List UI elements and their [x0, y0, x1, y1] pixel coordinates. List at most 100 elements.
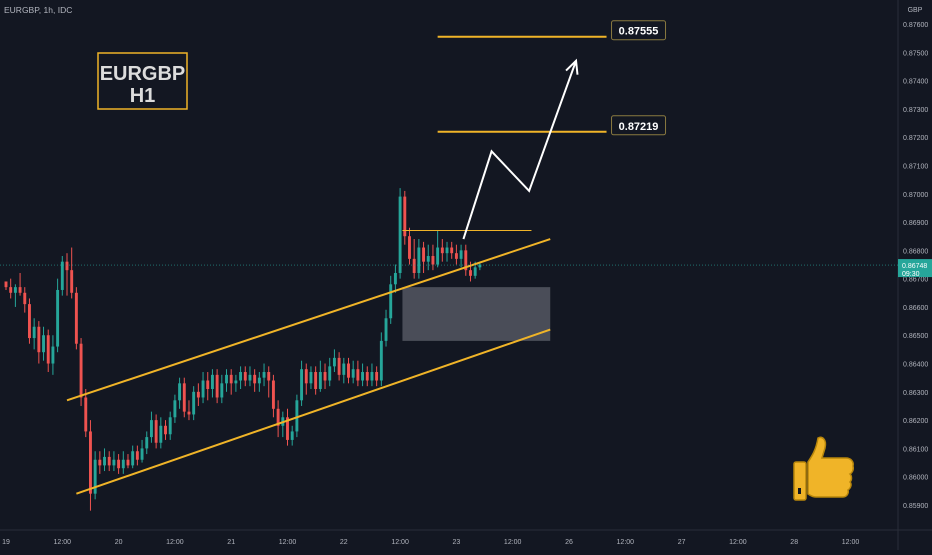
candle	[196, 383, 200, 406]
candle	[314, 366, 318, 395]
target-label: 0.87555	[619, 26, 659, 38]
candle-body	[469, 270, 472, 276]
candle	[384, 309, 388, 347]
candle-body	[79, 343, 83, 398]
candle	[70, 247, 74, 299]
x-tick-label: 12:00	[279, 539, 297, 546]
target-label: 0.87219	[619, 121, 659, 133]
candle-body	[271, 380, 275, 409]
candle-body	[103, 456, 106, 466]
forecast-path	[462, 60, 577, 240]
y-tick-label: 0.87100	[903, 163, 928, 170]
candle-body	[337, 357, 341, 375]
current-price-time: 09:30	[902, 271, 920, 278]
candle-body	[51, 346, 55, 364]
y-tick-label: 0.86900	[903, 220, 928, 227]
candle-body	[309, 372, 313, 384]
candle-body	[149, 420, 153, 438]
candle	[454, 244, 458, 265]
candle-body	[300, 369, 304, 401]
candle	[398, 188, 402, 279]
candle-body	[318, 372, 322, 389]
candle-body	[389, 284, 393, 319]
candle-body	[365, 372, 369, 381]
y-tick-label: 0.86000	[903, 475, 928, 482]
candle	[182, 377, 186, 418]
candle	[257, 372, 261, 392]
candle-body	[196, 391, 200, 398]
candle	[210, 369, 214, 398]
candle	[37, 321, 41, 364]
candle-body	[295, 400, 299, 432]
candle	[164, 420, 167, 440]
candle-body	[42, 335, 45, 353]
candle	[215, 369, 219, 404]
candle-body	[164, 425, 167, 435]
candle-body	[107, 456, 111, 466]
candle-body	[225, 374, 228, 384]
candle	[84, 388, 88, 438]
y-tick-label: 0.86300	[903, 390, 928, 397]
candle-body	[173, 400, 177, 418]
title-timeframe: H1	[130, 85, 156, 107]
x-tick-label: 12:00	[729, 539, 747, 546]
candle	[262, 363, 266, 387]
candle-body	[178, 383, 182, 401]
candle	[18, 272, 22, 296]
candle-body	[464, 250, 468, 271]
candle-body	[168, 417, 172, 435]
x-tick-label: 26	[565, 539, 573, 546]
candle	[9, 278, 13, 299]
candle	[290, 425, 294, 446]
candle	[88, 420, 92, 511]
candle	[192, 386, 196, 421]
candle	[74, 287, 78, 350]
candle-body	[450, 247, 454, 254]
candle-body	[440, 247, 444, 254]
candle-body	[23, 292, 27, 305]
target-label-box	[611, 20, 667, 41]
target-label-box	[611, 115, 667, 136]
candle-body	[267, 372, 271, 381]
candle-body	[384, 318, 388, 341]
candle-body	[37, 326, 41, 353]
candle-body	[9, 287, 13, 293]
candle	[286, 408, 289, 446]
candle-body	[379, 340, 383, 381]
y-tick-label: 0.86700	[903, 277, 928, 284]
candle-body	[445, 247, 449, 254]
candle-body	[478, 264, 482, 268]
y-tick-label: 0.86600	[903, 305, 928, 312]
candle	[431, 244, 435, 271]
y-tick-label: 0.87600	[903, 22, 928, 29]
candle	[389, 275, 393, 324]
x-tick-label: 12:00	[166, 539, 184, 546]
candle-body	[28, 304, 31, 339]
candle-body	[56, 289, 60, 347]
candle	[248, 366, 252, 387]
candle	[103, 448, 106, 472]
candle-body	[192, 391, 196, 415]
channel-upper-line	[66, 238, 551, 402]
candle-body	[262, 372, 266, 378]
candle	[323, 363, 327, 389]
candle	[46, 329, 50, 373]
candle-body	[412, 258, 416, 273]
candle	[445, 241, 449, 262]
candle	[440, 239, 444, 262]
candle-body	[323, 372, 327, 381]
x-tick-label: 22	[340, 539, 348, 546]
y-tick-label: 0.87000	[903, 192, 928, 199]
candle	[361, 363, 365, 387]
candle-body	[126, 459, 130, 466]
candle	[459, 244, 463, 268]
candle-body	[290, 431, 294, 440]
candle	[4, 281, 8, 290]
candle	[393, 264, 397, 293]
candle-body	[88, 431, 92, 494]
candle	[229, 369, 233, 395]
candle-body	[60, 261, 64, 290]
candle	[375, 366, 379, 387]
